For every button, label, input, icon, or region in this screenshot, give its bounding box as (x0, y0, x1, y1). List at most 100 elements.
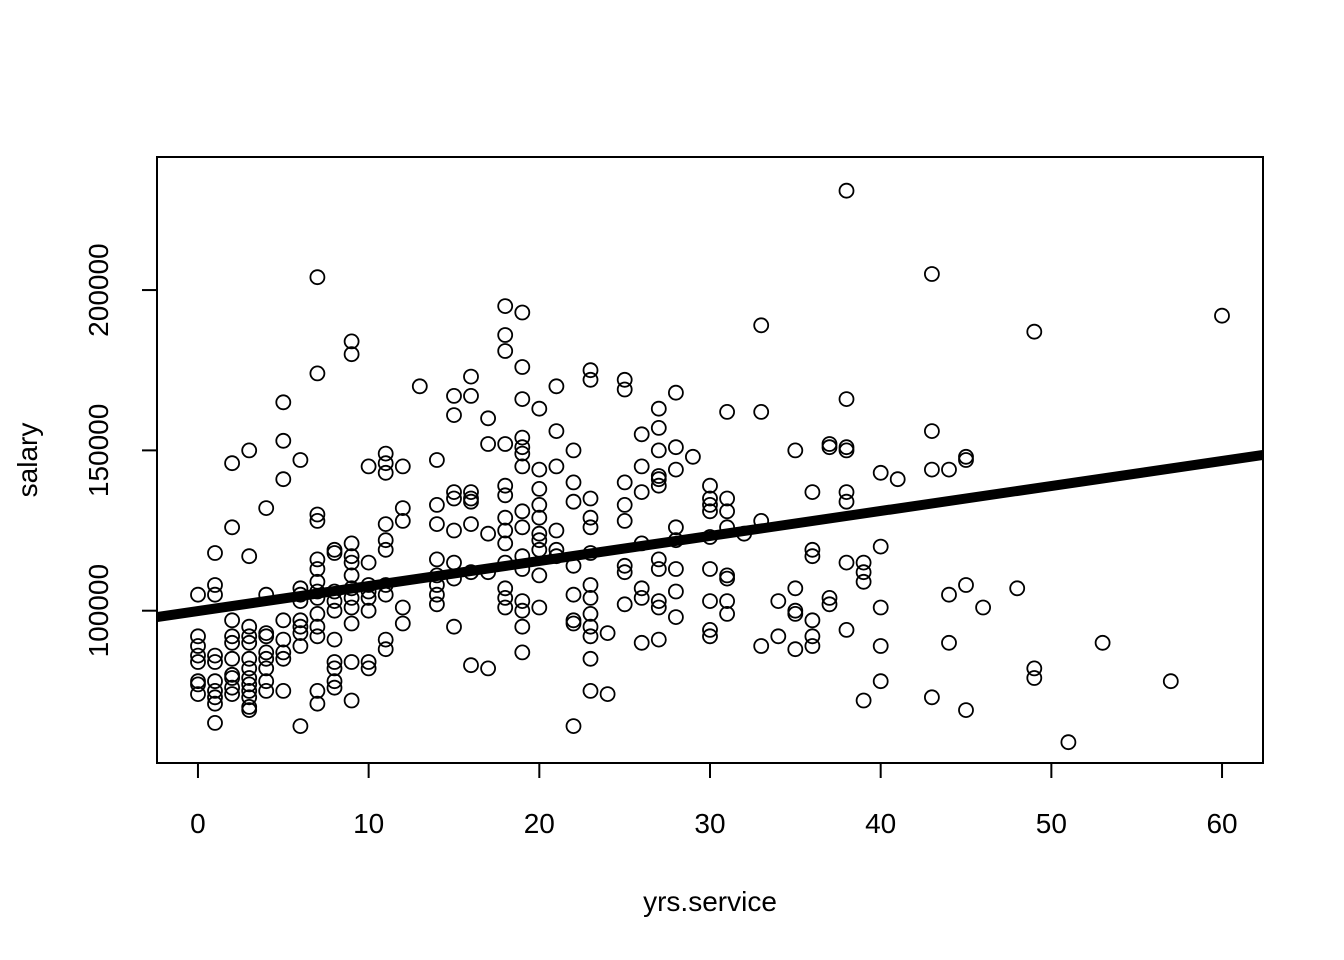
data-point (497, 327, 514, 343)
data-point (497, 522, 514, 539)
data-point (241, 650, 258, 667)
data-point (565, 586, 582, 603)
data-point (1009, 580, 1026, 597)
data-point (753, 317, 770, 334)
data-point (599, 625, 616, 641)
data-point (531, 461, 548, 478)
data-point (941, 461, 957, 478)
x-tick-label: 0 (190, 808, 206, 839)
data-point (1026, 670, 1043, 686)
data-point (582, 371, 599, 388)
data-point (514, 359, 531, 375)
data-point (343, 567, 360, 584)
data-point (1162, 673, 1179, 690)
data-point (224, 679, 241, 696)
data-point (719, 570, 735, 587)
data-point (838, 439, 855, 456)
data-point (924, 423, 940, 440)
data-point (531, 567, 548, 584)
data-point (241, 683, 258, 699)
data-point (292, 618, 309, 635)
data-point (326, 679, 343, 696)
data-point (855, 554, 872, 571)
data-point (377, 541, 394, 558)
data-point (821, 439, 838, 456)
data-point (616, 474, 633, 491)
data-point (326, 660, 343, 677)
data-point (719, 503, 735, 520)
data-point (241, 689, 258, 706)
data-point (207, 715, 223, 731)
data-point (582, 362, 599, 379)
y-tick-label: 100000 (83, 564, 114, 657)
data-point (633, 590, 650, 606)
data-point (190, 686, 206, 702)
data-point (514, 391, 531, 408)
data-point (446, 387, 462, 404)
data-point (924, 461, 940, 478)
data-point (377, 641, 394, 658)
data-point (565, 442, 582, 459)
data-point (855, 564, 872, 581)
data-point (360, 654, 377, 670)
data-point (514, 618, 531, 635)
data-point (872, 599, 889, 616)
data-point (497, 477, 514, 494)
data-point (531, 532, 548, 549)
data-point (343, 554, 360, 571)
data-point (292, 718, 309, 734)
data-point (377, 631, 394, 648)
data-point (531, 496, 548, 513)
data-point (497, 590, 514, 606)
data-point (668, 583, 684, 600)
data-point (309, 561, 326, 577)
data-point (650, 419, 667, 436)
data-point (309, 513, 326, 529)
data-point (190, 647, 206, 664)
data-point (838, 391, 855, 408)
data-point (702, 622, 718, 638)
data-point (190, 654, 206, 670)
data-point (650, 477, 667, 494)
data-point (463, 484, 479, 501)
data-point (668, 609, 684, 625)
data-point (787, 580, 804, 597)
data-point (497, 487, 514, 504)
data-point (719, 593, 735, 609)
regression-line (157, 450, 1263, 622)
data-point (275, 683, 292, 699)
data-point (428, 596, 445, 613)
data-point (531, 541, 548, 558)
data-point (377, 455, 394, 472)
data-point (292, 452, 309, 468)
data-point (804, 541, 821, 558)
data-point (872, 673, 889, 690)
data-point (702, 496, 718, 513)
data-point (702, 628, 718, 645)
data-point (958, 702, 974, 718)
x-axis-label: yrs.service (643, 886, 777, 917)
data-point (1214, 307, 1230, 324)
data-point (514, 593, 531, 609)
data-point (394, 615, 411, 632)
data-point (787, 641, 804, 658)
data-point (394, 458, 411, 475)
data-point (941, 586, 957, 603)
data-point (360, 660, 377, 677)
data-point (821, 590, 838, 606)
data-point (514, 458, 531, 475)
data-point (275, 631, 292, 648)
data-point (497, 509, 514, 526)
data-point (753, 638, 770, 654)
data-point (224, 650, 241, 667)
data-point (787, 602, 804, 619)
data-point (565, 493, 582, 510)
data-point (258, 650, 275, 667)
data-point (275, 650, 292, 667)
data-point (668, 519, 684, 536)
data-point (326, 545, 343, 561)
data-point (872, 638, 889, 654)
data-point (190, 628, 206, 645)
data-point (702, 503, 718, 520)
data-point (668, 561, 684, 577)
